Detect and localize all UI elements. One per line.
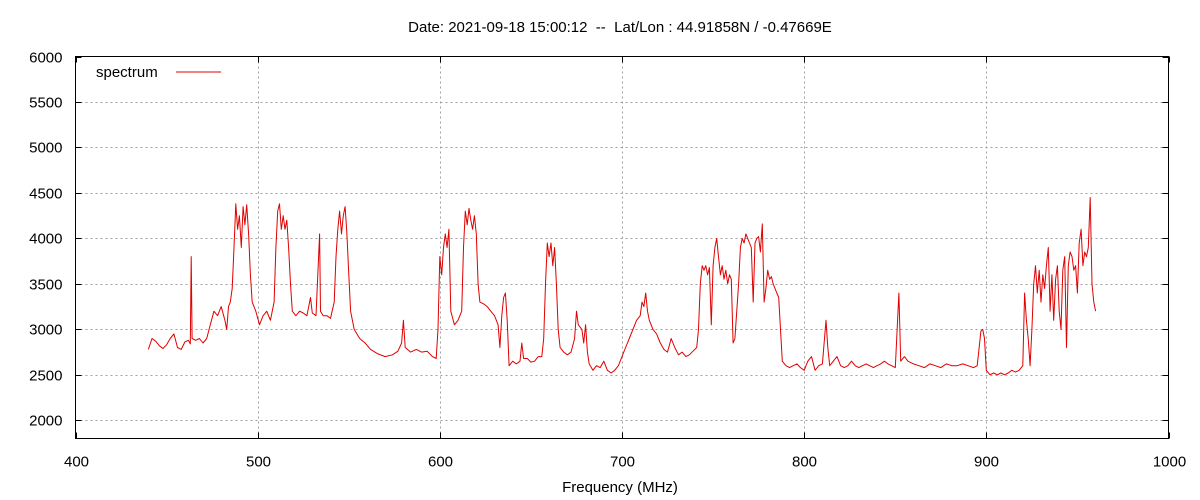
grid — [75, 56, 1169, 439]
x-tick-label: 900 — [974, 454, 999, 471]
y-tick-label: 3000 — [29, 322, 62, 339]
x-tick-label: 800 — [792, 454, 817, 471]
y-tick-label: 5500 — [29, 95, 62, 112]
x-tick-label: 1000 — [1153, 454, 1186, 471]
y-tick-label: 4500 — [29, 186, 62, 203]
y-tick-label: 5000 — [29, 140, 62, 157]
y-tick-label: 4000 — [29, 231, 62, 248]
legend-label-spectrum: spectrum — [96, 64, 158, 81]
y-tick-label: 2000 — [29, 413, 62, 430]
legend: spectrum — [96, 64, 221, 81]
x-tick-label: 500 — [246, 454, 271, 471]
x-axis-label: Frequency (MHz) — [562, 479, 678, 496]
series-line-spectrum — [147, 197, 1097, 376]
chart-title: Date: 2021-09-18 15:00:12 -- Lat/Lon : 4… — [408, 19, 832, 36]
x-tick-label: 700 — [610, 454, 635, 471]
axis-ticks: 400 500 600 700 800 900 1000 2000 2500 3000 3500 40… — [29, 50, 1186, 471]
y-tick-label: 6000 — [29, 50, 62, 67]
x-tick-label: 400 — [64, 454, 89, 471]
x-tick-label: 600 — [428, 454, 453, 471]
y-tick-label: 3500 — [29, 277, 62, 294]
y-tick-label: 2500 — [29, 368, 62, 385]
plot-frame — [75, 56, 1169, 439]
series-layer — [147, 197, 1097, 376]
